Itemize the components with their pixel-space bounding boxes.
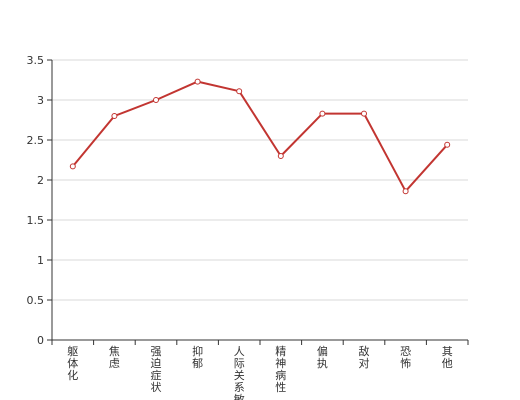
x-tick-label: 抑郁 (192, 344, 203, 370)
data-point (444, 141, 451, 148)
series-layer (69, 78, 451, 195)
data-point (153, 97, 159, 103)
y-tick-label: 1.5 (27, 214, 45, 227)
x-tick-label: 躯体化 (67, 345, 78, 382)
grid-lines (52, 59, 468, 301)
x-tick-label: 偏执 (317, 344, 328, 370)
data-point (236, 88, 243, 95)
data-point (402, 188, 409, 195)
data-point (194, 78, 201, 85)
y-tick-label: 3 (37, 94, 44, 107)
x-tick-label: 强迫症状 (151, 345, 162, 394)
axes (47, 59, 469, 345)
data-point (277, 153, 284, 159)
y-tick-label: 0 (37, 334, 44, 347)
data-point (111, 113, 118, 119)
tick-labels: 0 0.5 1 1.5 2 2.5 3 3.5 躯体化 焦虑 强迫症状 抑郁 人际关系敏感 精神病性 偏执 敌… (27, 54, 453, 400)
x-tick-label: 人际关系敏感 (234, 345, 245, 400)
data-point (319, 110, 326, 117)
x-tick-label: 敌对 (359, 344, 370, 370)
y-tick-label: 2 (37, 174, 44, 187)
y-tick-label: 3.5 (27, 54, 45, 67)
y-tick-label: 0.5 (27, 294, 45, 307)
y-tick-label: 2.5 (27, 134, 45, 147)
data-point (69, 163, 76, 170)
x-tick-label: 精神病性 (275, 345, 286, 394)
x-tick-label: 焦虑 (109, 345, 120, 370)
x-tick-label: 恐怖 (400, 345, 411, 370)
y-tick-label: 1 (37, 254, 44, 267)
x-tick-label: 其他 (442, 345, 453, 370)
data-point (361, 110, 367, 117)
series-line (72, 80, 448, 193)
